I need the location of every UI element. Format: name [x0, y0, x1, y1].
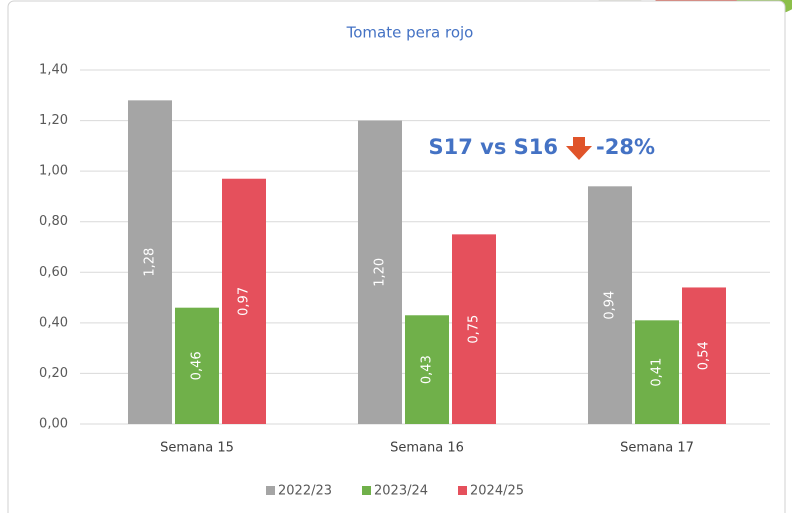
bar: [452, 234, 496, 424]
data-label: 0,94: [603, 291, 618, 320]
bar: [358, 120, 402, 425]
y-tick-label: 0,80: [39, 214, 68, 229]
x-tick-label: Semana 17: [620, 441, 694, 456]
data-label: 0,46: [190, 351, 205, 380]
legend-swatch: [458, 486, 467, 495]
data-label: 0,43: [420, 355, 435, 384]
chart-title: Tomate pera rojo: [346, 24, 474, 42]
legend-label: 2024/25: [470, 484, 524, 499]
bar: [222, 178, 266, 424]
legend-label: 2022/23: [278, 484, 332, 499]
y-tick-label: 1,20: [39, 113, 68, 128]
bar: [405, 315, 449, 424]
bar: [128, 100, 172, 424]
x-tick-label: Semana 16: [390, 441, 464, 456]
data-label: 1,20: [373, 258, 388, 287]
data-label: 0,75: [467, 315, 482, 344]
annotation: S17 vs S16 -28%: [428, 135, 655, 160]
x-tick-label: Semana 15: [160, 441, 234, 456]
annotation-text: S17 vs S16: [428, 135, 558, 159]
legend: 2022/23 2023/24 2024/25: [266, 484, 524, 499]
data-label: 0,41: [650, 358, 665, 387]
bar: [588, 186, 632, 424]
down-arrow: [566, 137, 592, 160]
y-tick-label: 1,40: [39, 63, 68, 78]
bar: [682, 287, 726, 424]
bar: [635, 320, 679, 424]
y-tick-label: 0,40: [39, 315, 68, 330]
data-label: 0,97: [237, 287, 252, 316]
y-tick-label: 0,20: [39, 366, 68, 381]
bar: [175, 307, 219, 424]
y-tick-label: 0,60: [39, 265, 68, 280]
legend-label: 2023/24: [374, 484, 428, 499]
y-tick-label: 1,00: [39, 164, 68, 179]
legend-swatch: [266, 486, 275, 495]
legend-swatch: [362, 486, 371, 495]
annotation-change: -28%: [596, 135, 655, 159]
y-tick-label: 0,00: [39, 417, 68, 432]
data-label: 1,28: [143, 248, 158, 277]
data-label: 0,54: [697, 341, 712, 370]
